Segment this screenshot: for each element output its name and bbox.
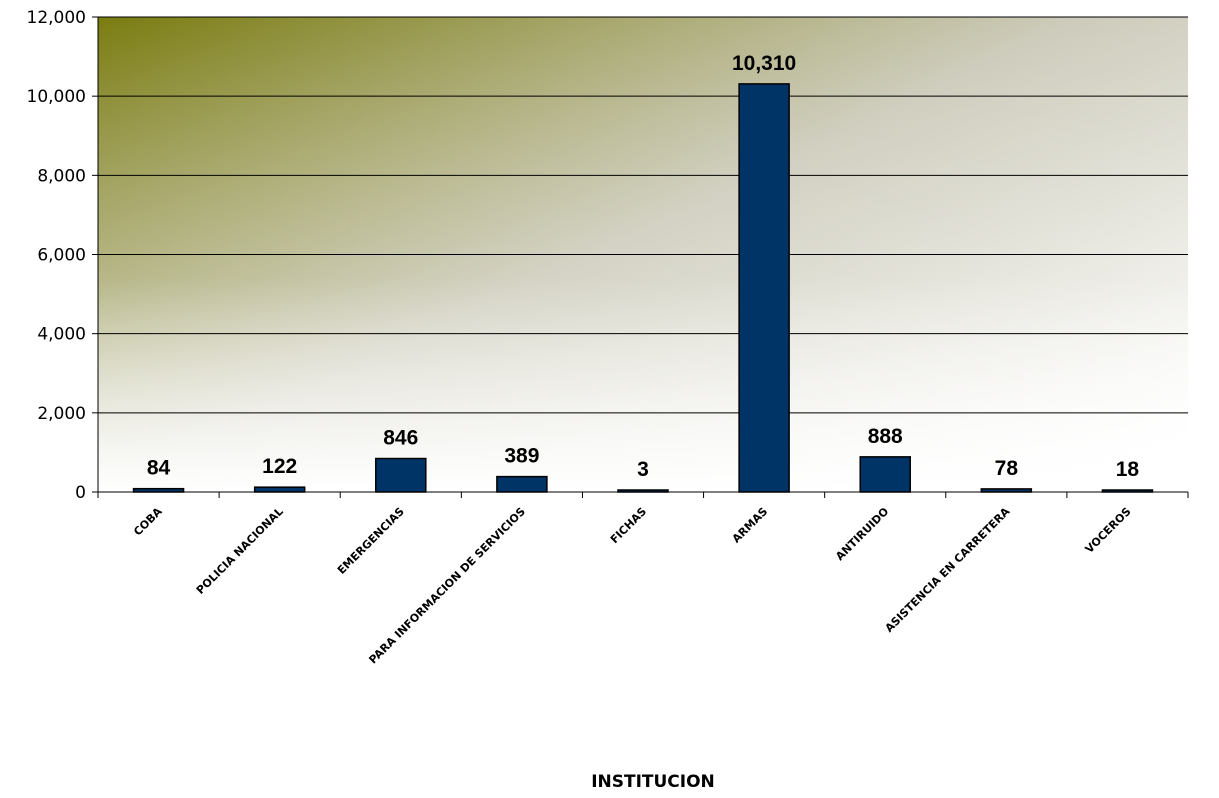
y-tick-label: 6,000 xyxy=(37,246,86,266)
y-tick-label: 2,000 xyxy=(37,404,86,424)
bar xyxy=(738,83,790,493)
bar xyxy=(253,486,306,493)
bar xyxy=(859,456,911,493)
y-axis-tick-labels: 0 2,000 4,000 6,000 8,000 10,000 12,000 xyxy=(27,8,86,503)
bar xyxy=(1101,489,1154,493)
x-tick-label: COBA xyxy=(131,505,165,539)
y-tick-label: 10,000 xyxy=(27,87,86,107)
data-label: 18 xyxy=(1116,458,1140,481)
x-tick-label: ANTIRUIDO xyxy=(833,505,891,563)
data-labels: 84 122 846 389 3 10,310 888 78 18 xyxy=(147,52,1140,481)
y-tick-label: 12,000 xyxy=(27,8,86,28)
data-label: 78 xyxy=(995,457,1019,480)
x-tick-label: POLICIA NACIONAL xyxy=(194,505,286,597)
data-label: 888 xyxy=(868,425,903,448)
data-label: 122 xyxy=(262,455,297,478)
y-tick-label: 0 xyxy=(75,483,86,503)
x-tick-label: FICHAS xyxy=(608,505,649,546)
data-label: 846 xyxy=(383,427,418,450)
data-label: 3 xyxy=(637,458,649,481)
bar xyxy=(980,488,1033,493)
bar xyxy=(617,489,669,493)
data-label: 84 xyxy=(147,457,171,480)
data-label: 10,310 xyxy=(732,52,796,75)
x-tick-label: ARMAS xyxy=(730,505,771,546)
x-tick-label: ASISTENCIA EN CARRETERA xyxy=(883,505,1013,635)
x-tick-label: EMERGENCIAS xyxy=(335,505,407,577)
bar xyxy=(496,475,548,493)
bars xyxy=(132,83,1154,493)
gridlines xyxy=(98,16,1188,414)
y-tick-label: 4,000 xyxy=(37,325,86,345)
data-label: 389 xyxy=(504,445,539,468)
bar xyxy=(132,487,185,493)
y-tick-label: 8,000 xyxy=(37,166,86,186)
x-tick-label: VOCEROS xyxy=(1083,505,1134,556)
x-axis-title: INSTITUCION xyxy=(591,772,715,792)
bar xyxy=(375,457,427,493)
